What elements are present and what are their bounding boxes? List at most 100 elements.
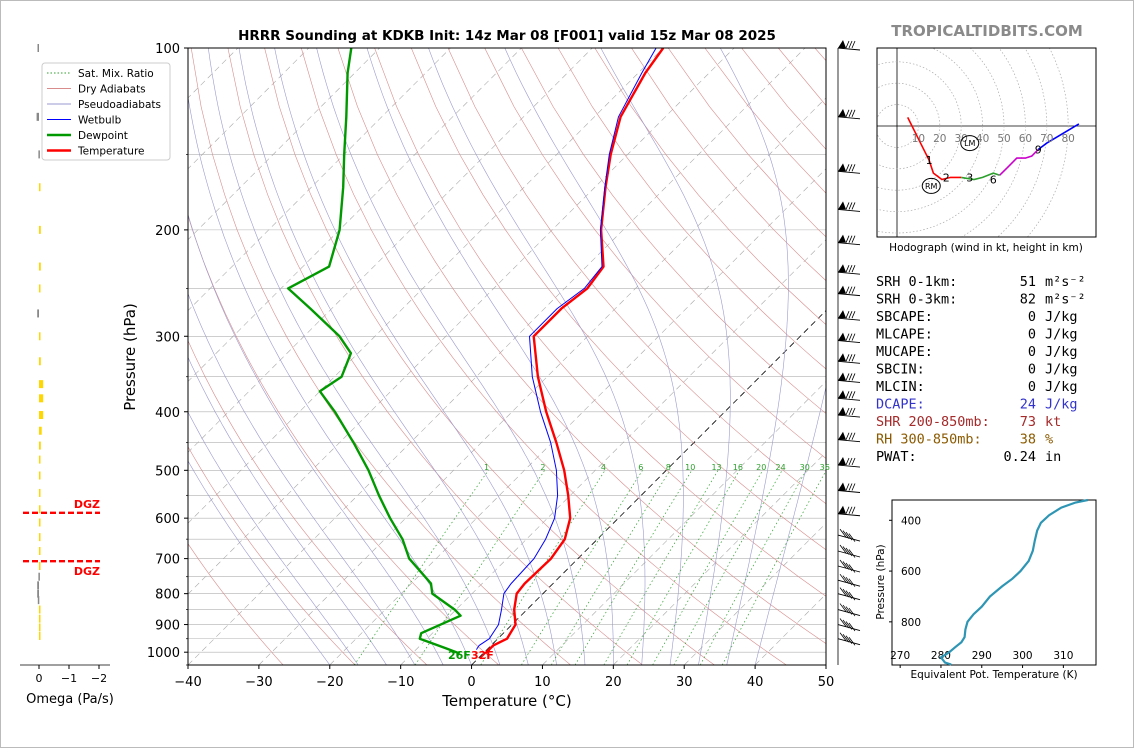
y-tick-label: 100 bbox=[155, 42, 180, 57]
barb-feather bbox=[851, 164, 856, 172]
wind-barb bbox=[837, 310, 861, 321]
storm-motion-label: LM bbox=[964, 139, 975, 148]
barb-feather bbox=[845, 373, 850, 381]
barb-feather bbox=[848, 533, 856, 542]
parameter-label: SBCIN: bbox=[876, 362, 925, 378]
barb-feather bbox=[845, 531, 853, 541]
hodograph-ring bbox=[960, 48, 1026, 237]
barb-feather bbox=[851, 333, 856, 341]
barb-feather bbox=[839, 618, 847, 627]
hodograph-segment bbox=[906, 117, 962, 181]
dgz-label: DGZ bbox=[74, 498, 100, 511]
omega-x-tick-label: 0 bbox=[36, 672, 43, 685]
mixing-ratio-label: 8 bbox=[666, 463, 671, 472]
omega-bar bbox=[39, 533, 41, 542]
barb-feather bbox=[848, 109, 853, 118]
hodograph-ring-label: 20 bbox=[933, 133, 946, 145]
parameter-unit: m²s⁻² bbox=[1045, 274, 1086, 290]
parameter-unit: J/kg bbox=[1045, 327, 1078, 343]
barb-feather bbox=[845, 432, 850, 440]
x-tick-label: −10 bbox=[387, 675, 414, 690]
hodograph-grid bbox=[877, 48, 1096, 237]
parameter-row: MUCAPE: 0 J/kg bbox=[876, 344, 1078, 360]
wind-barb bbox=[837, 201, 861, 212]
barb-feather bbox=[848, 564, 856, 573]
omega-bar bbox=[39, 505, 41, 514]
barb-feather bbox=[851, 373, 856, 381]
parameter-unit: J/kg bbox=[1045, 379, 1078, 395]
barb-feather bbox=[839, 528, 847, 538]
dry-adiabat bbox=[411, 48, 826, 551]
wind-barb bbox=[837, 234, 861, 246]
x-tick-label: 30 bbox=[676, 675, 693, 690]
omega-bar bbox=[39, 631, 41, 640]
omega-bar bbox=[39, 441, 41, 450]
barb-feather bbox=[845, 286, 850, 294]
hodograph-segment bbox=[999, 148, 1039, 176]
hodograph-trace bbox=[906, 117, 1080, 181]
parameter-row: PWAT: 0.24 in bbox=[876, 449, 1061, 465]
isotherm bbox=[613, 451, 826, 665]
parameter-value: 24 bbox=[1020, 397, 1036, 413]
hodograph-ring-label: 70 bbox=[1040, 133, 1053, 145]
barb-staff bbox=[837, 271, 861, 275]
y-tick-label: 500 bbox=[155, 464, 180, 479]
y-tick-label: 900 bbox=[155, 619, 180, 634]
legend-label: Pseudoadiabats bbox=[78, 99, 161, 111]
barb-feather bbox=[839, 632, 847, 641]
pseudoadiabat bbox=[188, 292, 416, 665]
barb-feather bbox=[848, 333, 853, 341]
barb-pennant bbox=[838, 163, 846, 172]
barb-staff bbox=[837, 170, 861, 174]
parameter-value: 38 bbox=[1020, 432, 1036, 448]
barb-feather bbox=[845, 457, 850, 466]
omega-bar bbox=[39, 225, 41, 234]
dry-adiabat bbox=[594, 48, 826, 326]
y-tick-label: 700 bbox=[155, 553, 180, 568]
legend-label: Sat. Mix. Ratio bbox=[78, 68, 154, 80]
hodograph-segment bbox=[961, 172, 1000, 181]
surface-dewpoint-label: 26F bbox=[448, 649, 471, 662]
legend-label: Wetbulb bbox=[78, 115, 122, 127]
theta-e-y-tick-label: 800 bbox=[901, 617, 921, 629]
skewt-legend: Sat. Mix. Ratio Dry Adiabats Pseudoadiabat… bbox=[41, 62, 171, 161]
wind-barb bbox=[837, 431, 861, 443]
hodograph-height-label: 6 bbox=[990, 174, 997, 187]
barb-pennant bbox=[838, 234, 846, 243]
omega-bar bbox=[39, 561, 41, 570]
parameter-unit: % bbox=[1045, 432, 1053, 448]
barb-feather bbox=[851, 407, 856, 416]
barb-feather bbox=[845, 333, 850, 341]
barb-feather bbox=[848, 483, 853, 491]
barb-feather bbox=[845, 506, 850, 514]
parameter-label: MUCAPE: bbox=[876, 344, 933, 360]
parameter-row: DCAPE: 24 J/kg bbox=[876, 397, 1078, 413]
barb-pennant bbox=[838, 505, 846, 514]
parameter-row: SBCAPE: 0 J/kg bbox=[876, 309, 1078, 325]
barb-feather bbox=[851, 265, 856, 273]
mixing-ratio-line bbox=[574, 470, 693, 665]
barb-staff bbox=[837, 317, 861, 321]
series-dewpoint-line bbox=[286, 48, 462, 655]
y-tick-label: 800 bbox=[155, 588, 180, 603]
chart-title: HRRR Sounding at KDKB Init: 14z Mar 08 [… bbox=[238, 28, 776, 44]
parameter-row: SHR 200-850mb: 73 kt bbox=[876, 414, 1061, 430]
wind-barb bbox=[837, 332, 861, 344]
wind-barb bbox=[837, 528, 861, 542]
legend-label: Dry Adiabats bbox=[78, 84, 146, 96]
wind-barb bbox=[837, 457, 861, 468]
parameter-label: SBCAPE: bbox=[876, 309, 933, 325]
omega-bar bbox=[39, 357, 41, 366]
barb-feather bbox=[851, 457, 856, 466]
pseudoadiabat bbox=[188, 460, 331, 665]
omega-bar bbox=[37, 596, 40, 605]
barb-feather bbox=[845, 621, 853, 630]
dry-adiabat bbox=[521, 48, 826, 414]
barb-feather bbox=[842, 546, 850, 555]
barb-feather bbox=[845, 265, 850, 273]
mixing-ratio-label: 4 bbox=[601, 463, 606, 472]
parameter-value: 0.24 bbox=[1003, 449, 1036, 465]
barb-feather bbox=[845, 391, 850, 399]
barb-feather bbox=[845, 635, 853, 644]
barb-feather bbox=[851, 202, 856, 210]
